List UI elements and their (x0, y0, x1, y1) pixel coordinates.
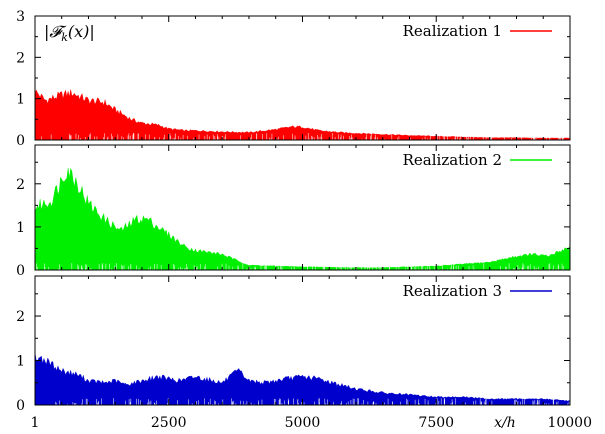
x-tick-label: 1 (31, 415, 40, 431)
y-tick-label: 2 (16, 177, 25, 193)
quantity-label: |𝓕k(x)| (44, 22, 95, 44)
x-tick-label: 2500 (151, 415, 187, 431)
y-tick-label: 0 (16, 263, 25, 279)
x-tick-label: 5000 (285, 415, 321, 431)
x-tick-label: 10000 (547, 415, 592, 431)
panel-realization-1: 0 1 2 3 Realization 1 |𝓕k(x)| (16, 9, 571, 149)
y-tick-label: 1 (16, 354, 25, 370)
y-tick-label: 2 (16, 50, 25, 66)
legend-label-3: Realization 3 (403, 282, 502, 300)
y-tick-label: 1 (16, 220, 25, 236)
x-axis-label: x/h (494, 415, 516, 431)
y-tick-label: 1 (16, 92, 25, 108)
series-area-1 (34, 89, 571, 141)
legend-label-1: Realization 1 (403, 22, 502, 40)
panel-realization-2: 0 1 2 Realization 2 (16, 144, 571, 279)
y-tick-label: 0 (16, 398, 25, 414)
legend-label-2: Realization 2 (403, 151, 502, 169)
y-tick-label: 0 (16, 133, 25, 149)
series-area-2 (34, 167, 571, 271)
quantity-label-subscript: k (61, 31, 68, 44)
x-tick-label: 7500 (418, 415, 454, 431)
series-area-3 (34, 352, 571, 406)
y-tick-label: 2 (16, 309, 25, 325)
y-tick-label: 3 (16, 9, 25, 25)
quantity-label-tail: (x)| (68, 22, 95, 41)
